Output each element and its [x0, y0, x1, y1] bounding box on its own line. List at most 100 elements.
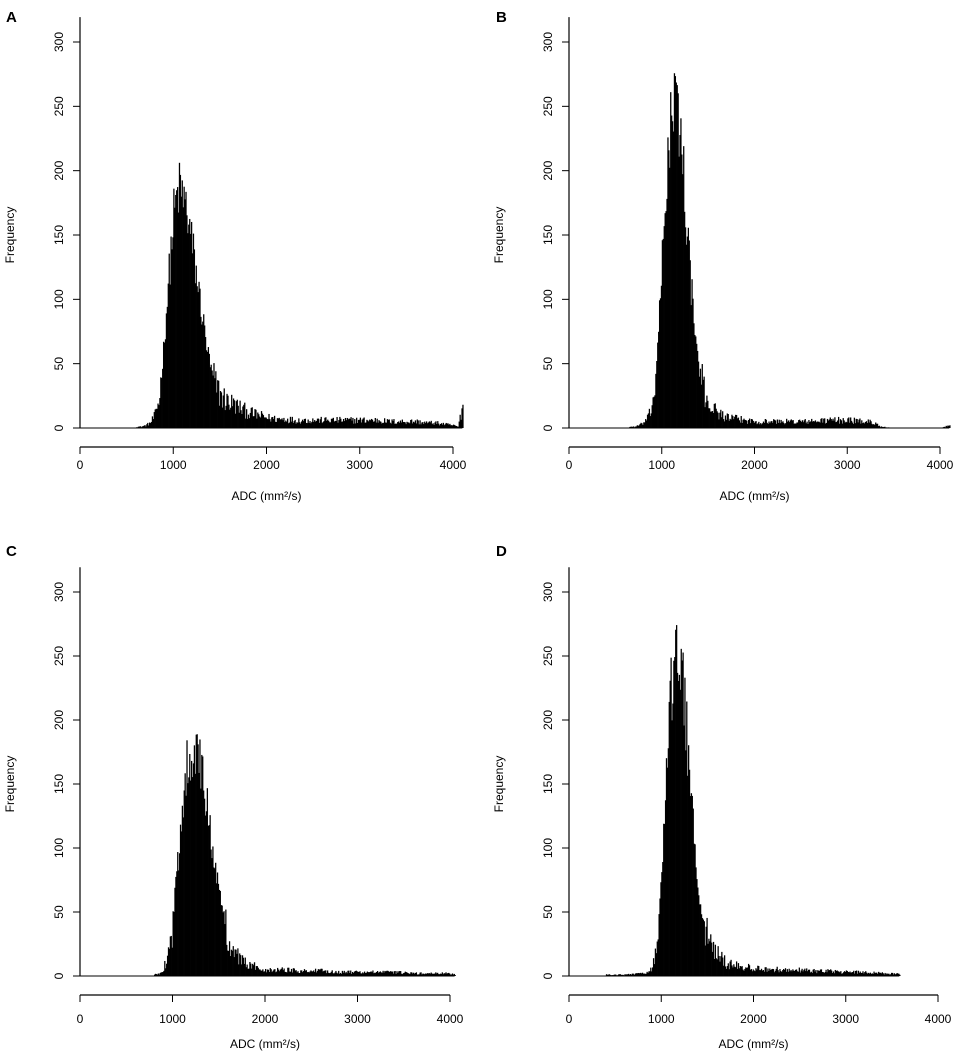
y-tick-label: 200 [52, 160, 66, 180]
histogram-bar [681, 660, 683, 976]
histogram-bar [330, 971, 332, 976]
histogram-bar [178, 162, 181, 428]
histogram-bar [339, 416, 341, 428]
histogram-bar [636, 425, 638, 428]
histogram-bar [796, 422, 798, 428]
histogram-bar [824, 418, 826, 428]
histogram-bar [344, 973, 346, 976]
histogram-bar [319, 419, 321, 428]
histogram-bar [305, 970, 307, 976]
histogram-bar [837, 971, 839, 976]
histogram-bar [220, 392, 223, 428]
histogram-bar [137, 426, 140, 428]
histogram-bar [712, 941, 715, 976]
histogram-bar [846, 422, 848, 428]
histogram-bar [252, 963, 254, 976]
histogram-bar [767, 423, 769, 428]
histogram-bar [260, 411, 263, 428]
histogram-bar [784, 968, 787, 976]
histogram-bar [761, 970, 764, 976]
histogram-bar [887, 974, 889, 976]
histogram-bar [649, 971, 651, 976]
histogram-bar [744, 968, 746, 976]
histogram-bar [624, 974, 626, 976]
histogram-bar [676, 85, 678, 429]
histogram-bar [783, 968, 785, 976]
histogram-bar [445, 422, 447, 428]
histogram-bar [727, 414, 729, 428]
histogram-bar [184, 773, 186, 976]
histogram-bar [218, 405, 221, 428]
histogram-bar [632, 973, 634, 976]
histogram-bar [200, 788, 202, 976]
histogram-bar [811, 418, 813, 428]
histogram-bar [300, 423, 302, 428]
histogram-bar [869, 419, 871, 428]
histogram-bar [718, 955, 720, 976]
histogram-bar [407, 422, 409, 428]
histogram-bar [828, 970, 830, 976]
histogram-bar [279, 969, 282, 976]
histogram-bar [291, 416, 293, 428]
histogram-bar [633, 426, 635, 428]
histogram-bar [646, 971, 648, 976]
histogram-bar [658, 914, 660, 976]
histogram-bar [420, 972, 422, 976]
histogram-bar [851, 972, 853, 976]
histogram-bar [240, 955, 242, 976]
histogram-bar [431, 973, 433, 976]
histogram-bar [443, 425, 445, 428]
histogram-bar [368, 421, 370, 428]
x-axis-label: ADC (mm²/s) [719, 1037, 789, 1051]
histogram-bar [799, 972, 801, 976]
histogram-bar [866, 423, 869, 428]
histogram-bar [228, 404, 230, 428]
histogram-bar [162, 971, 164, 976]
histogram-bar [173, 911, 175, 976]
histogram-bar [672, 131, 675, 428]
histogram-bar [697, 350, 699, 428]
histogram-bar [400, 971, 402, 976]
histogram-bar [735, 414, 738, 428]
histogram-bar [381, 972, 383, 976]
histogram-bar [698, 895, 700, 976]
histogram-bar [218, 889, 221, 976]
histogram-bar [759, 970, 762, 976]
y-tick-label: 50 [52, 357, 66, 371]
histogram-bar [691, 279, 693, 428]
histogram-bar [302, 971, 305, 976]
histogram-bar [837, 416, 840, 428]
histogram-bar [207, 347, 210, 428]
histogram-bar [809, 422, 811, 428]
y-tick-label: 150 [541, 225, 555, 245]
histogram-bar [661, 240, 664, 428]
histogram-bar [651, 405, 653, 428]
histogram-bar [231, 394, 233, 428]
histogram-bar [798, 420, 800, 428]
histogram-bar [714, 403, 716, 428]
y-tick-label: 150 [541, 774, 555, 794]
histogram-bar [768, 421, 770, 428]
x-tick-label: 4000 [437, 1012, 464, 1026]
histogram-bar [616, 975, 618, 976]
x-tick-label: 3000 [344, 1012, 371, 1026]
histogram-bar [871, 423, 873, 428]
histogram-bar [683, 725, 685, 976]
histogram-bar [828, 419, 830, 428]
histogram-bar [650, 967, 652, 976]
histogram-bar [807, 423, 809, 428]
histogram-bar [331, 418, 334, 428]
histogram-bar [781, 422, 783, 428]
histogram-bar [357, 971, 359, 976]
histogram-bar [876, 423, 879, 428]
histogram-bar [783, 969, 786, 976]
histogram-bar [696, 343, 698, 428]
histogram-bar [255, 409, 257, 428]
histogram-bar [635, 973, 637, 976]
histogram-bar [446, 973, 448, 976]
y-tick-label: 150 [52, 225, 66, 245]
histogram-bar [336, 972, 338, 976]
histogram-bar [458, 421, 460, 428]
histogram-bar [244, 402, 246, 428]
histogram-bar [156, 408, 158, 428]
